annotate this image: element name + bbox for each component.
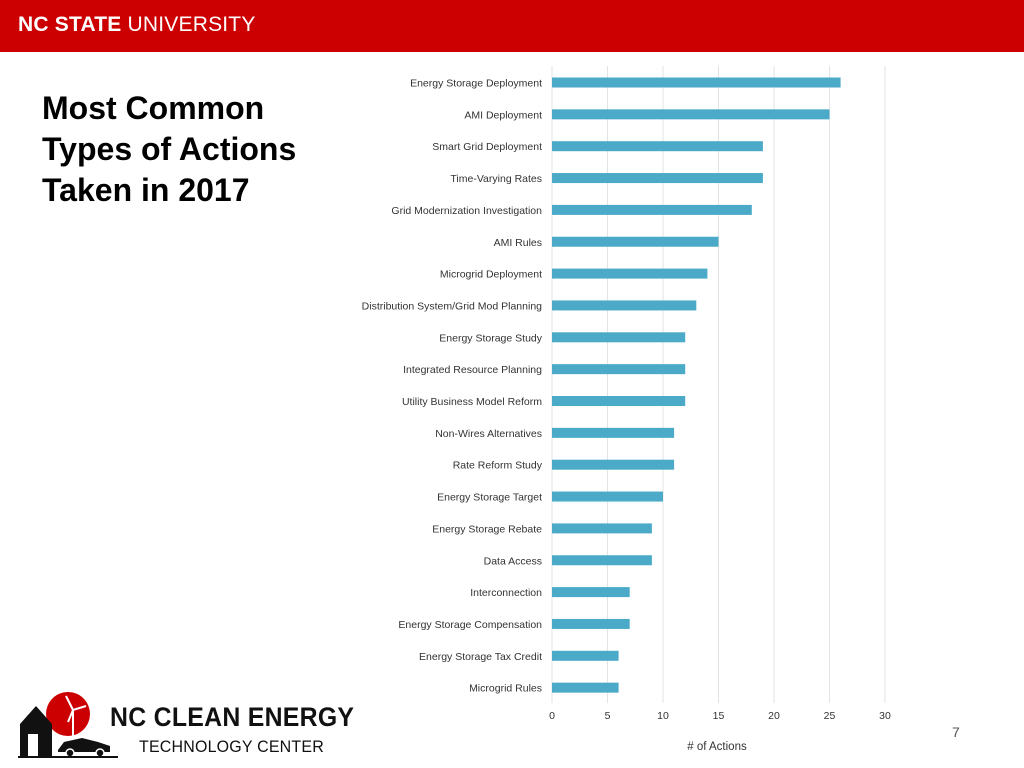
x-tick-labels: 0 5 10 15 20 25 30 bbox=[549, 710, 891, 722]
x-tick-label: 20 bbox=[768, 710, 780, 722]
bar bbox=[552, 587, 630, 598]
bar bbox=[552, 618, 630, 629]
bar bbox=[552, 459, 675, 470]
category-label: Interconnection bbox=[470, 587, 542, 599]
x-tick-label: 25 bbox=[824, 710, 836, 722]
category-label: Energy Storage Study bbox=[439, 332, 542, 344]
bar bbox=[552, 236, 719, 247]
bar bbox=[552, 523, 652, 534]
x-tick-label: 5 bbox=[605, 710, 611, 722]
category-label: AMI Deployment bbox=[464, 109, 542, 121]
bar bbox=[552, 141, 763, 152]
footer-logo-line-2: TECHNOLOGY CENTER bbox=[139, 737, 324, 756]
sun-turbine-house-car-icon bbox=[18, 692, 118, 758]
category-label: Non-Wires Alternatives bbox=[435, 428, 542, 440]
bar bbox=[552, 268, 708, 279]
category-labels: Energy Storage Deployment AMI Deployment S… bbox=[362, 78, 543, 695]
bar bbox=[552, 491, 663, 502]
slide-title-line-1: Most Common bbox=[42, 90, 265, 126]
bars bbox=[552, 77, 841, 693]
slide-title-line-3: Taken in 2017 bbox=[42, 172, 250, 208]
x-tick-label: 15 bbox=[713, 710, 725, 722]
category-label: Integrated Resource Planning bbox=[403, 364, 542, 376]
category-label: Distribution System/Grid Mod Planning bbox=[362, 300, 542, 312]
category-label: Rate Reform Study bbox=[453, 460, 543, 472]
category-label: Energy Storage Tax Credit bbox=[419, 651, 542, 663]
bar bbox=[552, 204, 752, 215]
bar bbox=[552, 396, 686, 406]
bar bbox=[552, 427, 675, 438]
category-label: Energy Storage Compensation bbox=[398, 619, 542, 631]
category-label: Energy Storage Rebate bbox=[432, 523, 542, 535]
x-tick-label: 0 bbox=[549, 710, 555, 722]
category-label: Data Access bbox=[484, 555, 542, 567]
bar bbox=[552, 300, 697, 311]
bar bbox=[552, 109, 830, 120]
category-label: Grid Modernization Investigation bbox=[391, 205, 542, 217]
x-axis-title: # of Actions bbox=[687, 741, 747, 753]
slide-title-line-2: Types of Actions bbox=[42, 131, 297, 167]
bar bbox=[552, 173, 763, 184]
footer-logo-line-1: NC CLEAN ENERGY bbox=[110, 702, 355, 732]
bar bbox=[552, 77, 841, 88]
bar bbox=[552, 332, 686, 343]
page-number: 7 bbox=[952, 724, 960, 740]
slide-title: Most Common Types of Actions Taken in 20… bbox=[42, 88, 342, 211]
category-label: AMI Rules bbox=[494, 237, 542, 249]
nc-state-logo: NC STATE UNIVERSITY bbox=[18, 13, 256, 36]
header-bar: NC STATE UNIVERSITY bbox=[0, 0, 1024, 52]
bar bbox=[552, 364, 686, 375]
x-tick-label: 30 bbox=[879, 710, 891, 722]
bar bbox=[552, 555, 652, 566]
category-label: Utility Business Model Reform bbox=[402, 396, 542, 408]
category-label: Energy Storage Target bbox=[437, 492, 542, 504]
category-label: Time-Varying Rates bbox=[450, 173, 542, 185]
category-label: Smart Grid Deployment bbox=[432, 141, 542, 153]
bar bbox=[552, 682, 619, 693]
x-tick-label: 10 bbox=[657, 710, 669, 722]
bar bbox=[552, 650, 619, 661]
category-label: Microgrid Rules bbox=[469, 683, 542, 695]
category-label: Microgrid Deployment bbox=[440, 269, 542, 281]
grid-lines bbox=[551, 66, 886, 703]
category-label: Energy Storage Deployment bbox=[410, 78, 542, 90]
